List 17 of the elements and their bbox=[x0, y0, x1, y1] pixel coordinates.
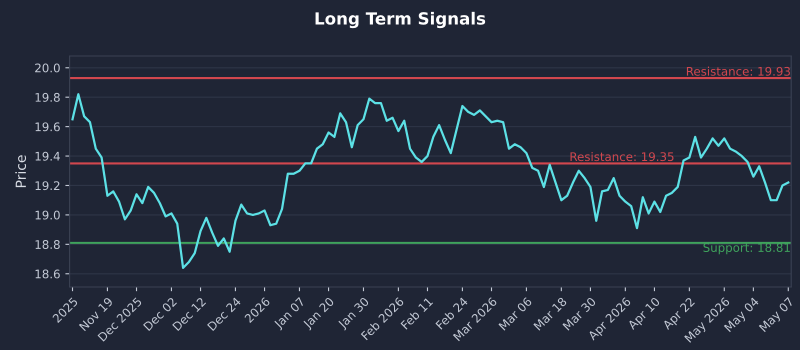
y-tick-label: 20.0 bbox=[35, 63, 60, 72]
y-tick-label: 19.8 bbox=[36, 92, 60, 102]
ref-line-label: Resistance: 19.35 bbox=[570, 152, 674, 162]
y-axis-title: Price bbox=[15, 155, 26, 188]
line-series bbox=[71, 93, 790, 269]
y-tick-label: 19.0 bbox=[36, 210, 60, 220]
x-tick-label: Dec 24 bbox=[206, 296, 242, 332]
y-tick-label: 18.6 bbox=[36, 269, 60, 278]
x-tick-label: Mar 06 bbox=[498, 296, 532, 331]
y-tick-label: 18.8 bbox=[36, 240, 60, 249]
y-tick-label: 19.6 bbox=[36, 122, 60, 132]
y-tick-label: 19.2 bbox=[36, 181, 60, 190]
y-tick-label: 19.4 bbox=[36, 152, 60, 161]
ref-line-label: Support: 18.81 bbox=[703, 243, 790, 254]
chart-title: Long Term Signals bbox=[316, 12, 486, 28]
x-tick-label: Jan 20 bbox=[302, 296, 336, 331]
ref-line-label: Resistance: 19.93 bbox=[686, 66, 790, 76]
